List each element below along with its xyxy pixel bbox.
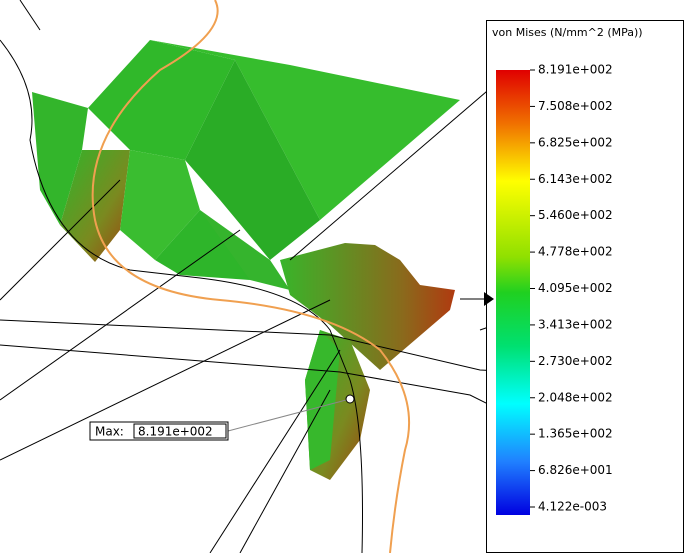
legend-label: 1.365e+002: [538, 427, 613, 441]
probe-label: Max:: [95, 425, 124, 439]
model: [32, 40, 460, 480]
legend-label: 6.826e+001: [538, 463, 613, 477]
viewport: Max: 8.191e+002 von Mises (N/mm^2 (MPa))…: [0, 0, 684, 553]
legend-label: 8.191e+002: [538, 63, 613, 77]
legend-label: 7.508e+002: [538, 99, 613, 113]
legend-label: 6.825e+002: [538, 135, 613, 149]
legend-title: von Mises (N/mm^2 (MPa)): [492, 26, 643, 39]
legend-label: 6.143e+002: [538, 172, 613, 186]
legend-label: 2.730e+002: [538, 354, 613, 368]
probe-value: 8.191e+002: [138, 425, 213, 439]
probe-point: [346, 395, 354, 403]
legend: von Mises (N/mm^2 (MPa)) 8.191e+002 7.508…: [460, 21, 684, 553]
legend-label: 5.460e+002: [538, 208, 613, 222]
legend-label: 4.778e+002: [538, 245, 613, 259]
color-bar: [496, 70, 530, 515]
legend-label: 2.048e+002: [538, 390, 613, 404]
legend-label: 4.122e-003: [538, 500, 607, 514]
legend-label: 3.413e+002: [538, 317, 613, 331]
scene: Max: 8.191e+002 von Mises (N/mm^2 (MPa))…: [0, 0, 684, 553]
legend-label: 4.095e+002: [538, 281, 613, 295]
